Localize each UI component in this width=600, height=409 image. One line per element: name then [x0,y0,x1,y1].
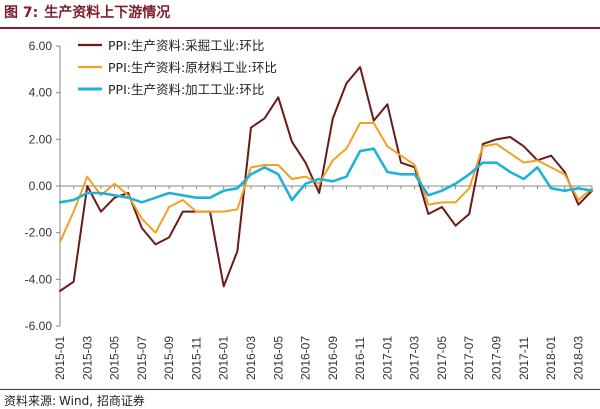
y-tick-label: 4.00 [29,86,53,100]
x-tick-label: 2015-09 [162,336,176,380]
chart-series [58,66,594,292]
legend-label-1: PPI:生产资料:采掘工业:环比 [108,38,264,53]
x-tick-label: 2016-07 [299,336,313,380]
x-tick-label: 2017-03 [408,336,422,380]
x-tick-label: 2017-05 [435,336,449,380]
x-tick-label: 2016-05 [271,336,285,380]
series-line-2 [59,122,593,243]
y-tick-label: 6.00 [29,39,53,53]
x-tick-label: 2017-01 [380,336,394,380]
x-tick-label: 2016-11 [353,337,367,380]
chart-legend: PPI:生产资料:采掘工业:环比 PPI:生产资料:原材料工业:环比 PPI:生产资… [78,38,277,97]
x-tick-label: 2015-07 [135,336,149,380]
x-tick-label: 2015-05 [108,336,122,380]
y-tick-label: -6.00 [25,319,53,333]
x-tick-label: 2015-01 [53,336,67,380]
figure-title-text: 生产资料上下游情况 [44,5,171,21]
legend-label-2: PPI:生产资料:原材料工业:环比 [108,60,277,75]
x-tick-label: 2018-01 [544,336,558,380]
figure-label: 图 7: [4,5,39,21]
legend-label-3: PPI:生产资料:加工工业:环比 [108,82,264,97]
source-note: 资料来源: Wind, 招商证券 [4,392,145,409]
figure-title: 图 7: 生产资料上下游情况 [4,2,170,22]
x-tick-label: 2016-01 [217,336,231,380]
x-tick-label: 2017-09 [490,336,504,380]
x-tick-label: 2016-09 [326,336,340,380]
y-tick-label: -4.00 [25,272,53,286]
x-tick-label: 2015-11 [189,337,203,380]
source-text: Wind, 招商证券 [59,394,145,408]
x-tick-label: 2017-11 [517,337,531,380]
source-rule [0,389,600,390]
x-tick-label: 2016-03 [244,336,258,380]
source-label: 资料来源: [4,394,57,408]
x-tick-label: 2017-07 [462,336,476,380]
series-line-3 [58,147,594,204]
y-tick-label: 2.00 [29,132,53,146]
y-tick-label: 0.00 [29,179,53,193]
series-line-1 [59,66,593,292]
title-rule [0,27,600,29]
y-tick-label: -2.00 [25,226,53,240]
x-tick-label: 2015-03 [80,336,94,380]
x-tick-label: 2018-03 [571,336,585,380]
